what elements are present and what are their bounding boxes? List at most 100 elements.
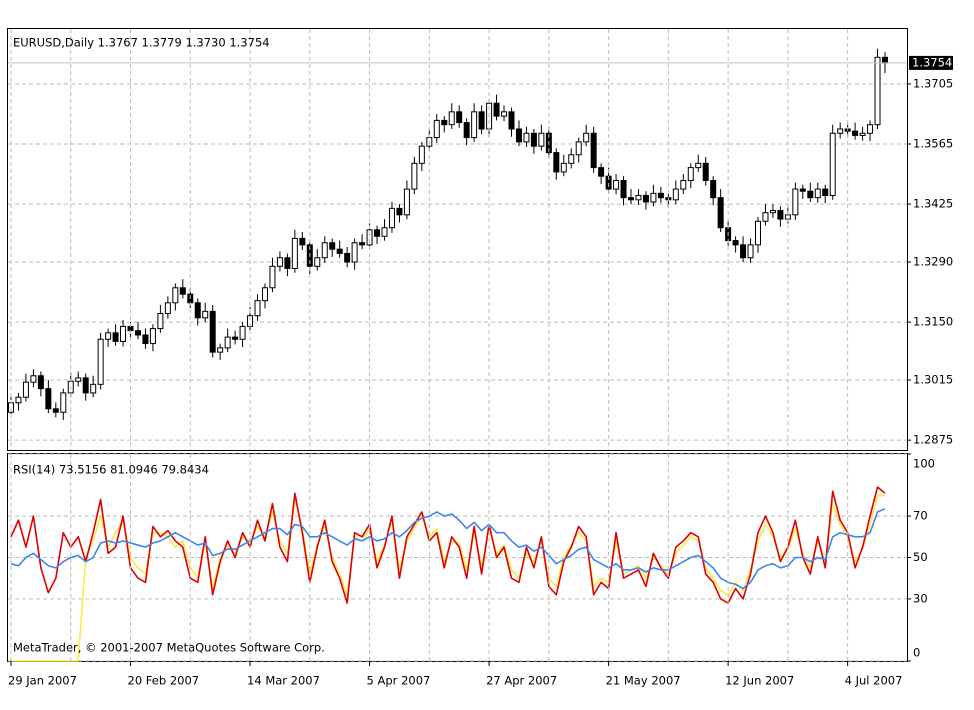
candle-body bbox=[411, 162, 418, 190]
y-tick-label: 1.3150 bbox=[913, 315, 953, 329]
candle-body bbox=[179, 287, 186, 295]
candle-body bbox=[217, 347, 224, 353]
candle-body bbox=[374, 229, 381, 237]
y-tick-label: 1.3705 bbox=[913, 76, 953, 90]
candle-body bbox=[628, 197, 635, 201]
candle-body bbox=[366, 229, 373, 246]
candle-body bbox=[755, 220, 761, 246]
candle-body bbox=[799, 188, 806, 192]
candle-body bbox=[792, 188, 799, 216]
candle-body bbox=[657, 192, 664, 199]
candle-body bbox=[456, 111, 463, 124]
indicator-title: RSI(14) 73.5156 81.0946 79.8434 bbox=[13, 463, 209, 477]
y-tick-label: 1.3015 bbox=[913, 373, 953, 387]
candle-body bbox=[314, 257, 321, 267]
candle-body bbox=[254, 300, 261, 317]
x-tick-label: 29 Jan 2007 bbox=[8, 674, 77, 688]
price-panel bbox=[7, 28, 908, 451]
candle-body bbox=[515, 128, 522, 143]
candle-body bbox=[523, 132, 530, 143]
candle-body bbox=[172, 287, 179, 304]
candle-body bbox=[867, 124, 874, 134]
candle-body bbox=[501, 111, 508, 117]
candle-body bbox=[762, 212, 769, 222]
candle-body bbox=[396, 207, 403, 216]
y-tick-label: 100 bbox=[913, 457, 935, 471]
candle-body bbox=[859, 132, 866, 136]
y-tick-label: 30 bbox=[913, 591, 928, 605]
candle-body bbox=[560, 162, 567, 173]
candle-body bbox=[463, 122, 470, 139]
candle-body bbox=[97, 338, 104, 385]
candle-body bbox=[807, 190, 814, 199]
candle-body bbox=[52, 408, 59, 413]
candle-body bbox=[598, 167, 605, 177]
candle-body bbox=[164, 302, 171, 315]
candle-body bbox=[291, 237, 298, 269]
candle-body bbox=[381, 227, 388, 237]
candle-body bbox=[351, 242, 358, 263]
candle-body bbox=[538, 132, 545, 147]
candle-body bbox=[90, 383, 97, 394]
candle-body bbox=[702, 162, 709, 181]
plot-layer: 1.2875 1.3015 1.3150 1.3290 1.3425 1.3565 1.37… bbox=[8, 29, 953, 688]
x-tick-label: 27 Apr 2007 bbox=[486, 674, 557, 688]
candle-body bbox=[881, 56, 888, 64]
x-tick-label: 21 May 2007 bbox=[606, 674, 681, 688]
candle-body bbox=[403, 188, 410, 216]
candle-body bbox=[15, 396, 22, 404]
rsi-line bbox=[10, 508, 886, 590]
candle-body bbox=[695, 162, 702, 169]
candle-body bbox=[299, 237, 306, 246]
candle-body bbox=[112, 332, 119, 342]
candle-body bbox=[620, 179, 627, 199]
candle-body bbox=[388, 207, 395, 229]
candle-body bbox=[45, 388, 52, 410]
candle-body bbox=[710, 179, 717, 199]
candle-body bbox=[157, 313, 164, 330]
candle-body bbox=[837, 128, 844, 134]
candle-body bbox=[717, 197, 724, 229]
y-tick-label: 1.3565 bbox=[913, 137, 953, 151]
candle-body bbox=[120, 325, 127, 342]
candle-body bbox=[22, 381, 29, 398]
x-tick-label: 4 Jul 2007 bbox=[845, 674, 903, 688]
candle-body bbox=[60, 392, 67, 413]
candle-body bbox=[829, 132, 836, 197]
candle-body bbox=[874, 56, 881, 126]
candle-body bbox=[433, 119, 440, 139]
candle-body bbox=[635, 195, 642, 201]
candle-body bbox=[30, 375, 37, 383]
candle-body bbox=[209, 310, 216, 353]
candle-body bbox=[239, 325, 246, 340]
candle-body bbox=[493, 102, 500, 117]
candle-body bbox=[822, 188, 829, 197]
candle-body bbox=[269, 265, 276, 289]
y-tick-label: 1.2875 bbox=[913, 433, 953, 447]
y-tick-label: 70 bbox=[913, 509, 928, 523]
candle-body bbox=[740, 244, 747, 259]
y-tick-label: 0 bbox=[913, 646, 920, 660]
candle-body bbox=[134, 330, 141, 336]
candle-body bbox=[642, 195, 649, 203]
candle-body bbox=[583, 132, 590, 143]
rsi-line bbox=[10, 486, 886, 604]
candle-body bbox=[672, 188, 679, 201]
candle-body bbox=[613, 179, 620, 190]
candle-body bbox=[568, 154, 575, 164]
last-price-box bbox=[909, 55, 953, 70]
candle-body bbox=[284, 257, 291, 269]
candle-body bbox=[276, 257, 283, 267]
candle-body bbox=[747, 244, 754, 259]
watermark: MetaTrader, © 2001-2007 MetaQuotes Softw… bbox=[13, 641, 325, 655]
y-tick-label: 50 bbox=[913, 550, 928, 564]
candle-body bbox=[814, 188, 821, 199]
candle-body bbox=[329, 242, 336, 250]
candle-body bbox=[194, 302, 201, 319]
candle-body bbox=[261, 287, 268, 302]
candle-body bbox=[553, 152, 560, 173]
candle-body bbox=[344, 252, 351, 263]
x-tick-label: 14 Mar 2007 bbox=[247, 674, 320, 688]
